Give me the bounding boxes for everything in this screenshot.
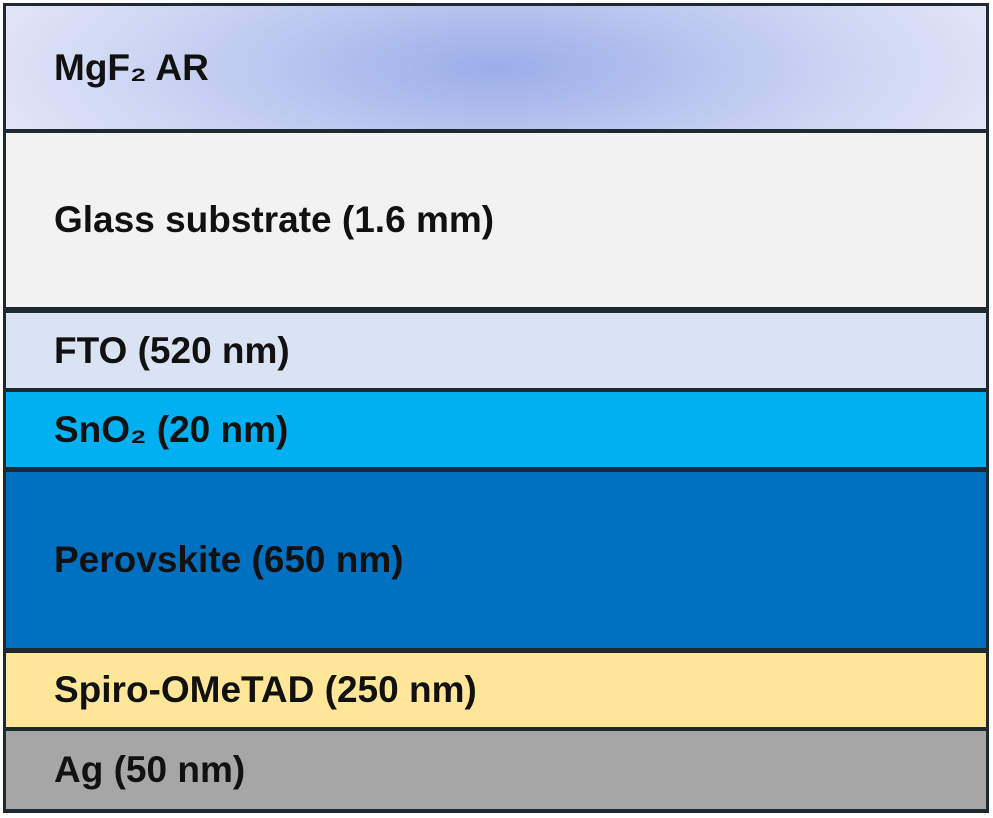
layer-label: SnO₂ (20 nm) [54,408,289,450]
layer-stack: MgF₂ AR Glass substrate (1.6 mm) FTO (52… [3,3,989,813]
layer-label: Perovskite (650 nm) [54,539,404,580]
glass-layer: Glass substrate (1.6 mm) [6,133,986,307]
layer-label: FTO (520 nm) [54,329,290,371]
layer-label: Glass substrate (1.6 mm) [54,199,495,240]
layer-label: MgF₂ AR [54,46,209,88]
ag-layer: Ag (50 nm) [6,731,986,809]
perovskite-layer: Perovskite (650 nm) [6,472,986,648]
mgf2-layer: MgF₂ AR [6,6,986,129]
layer-label: Ag (50 nm) [54,749,246,790]
fto-layer: FTO (520 nm) [6,313,986,388]
spiro-layer: Spiro-OMeTAD (250 nm) [6,653,986,727]
sno2-layer: SnO₂ (20 nm) [6,392,986,467]
layer-label: Spiro-OMeTAD (250 nm) [54,669,477,710]
